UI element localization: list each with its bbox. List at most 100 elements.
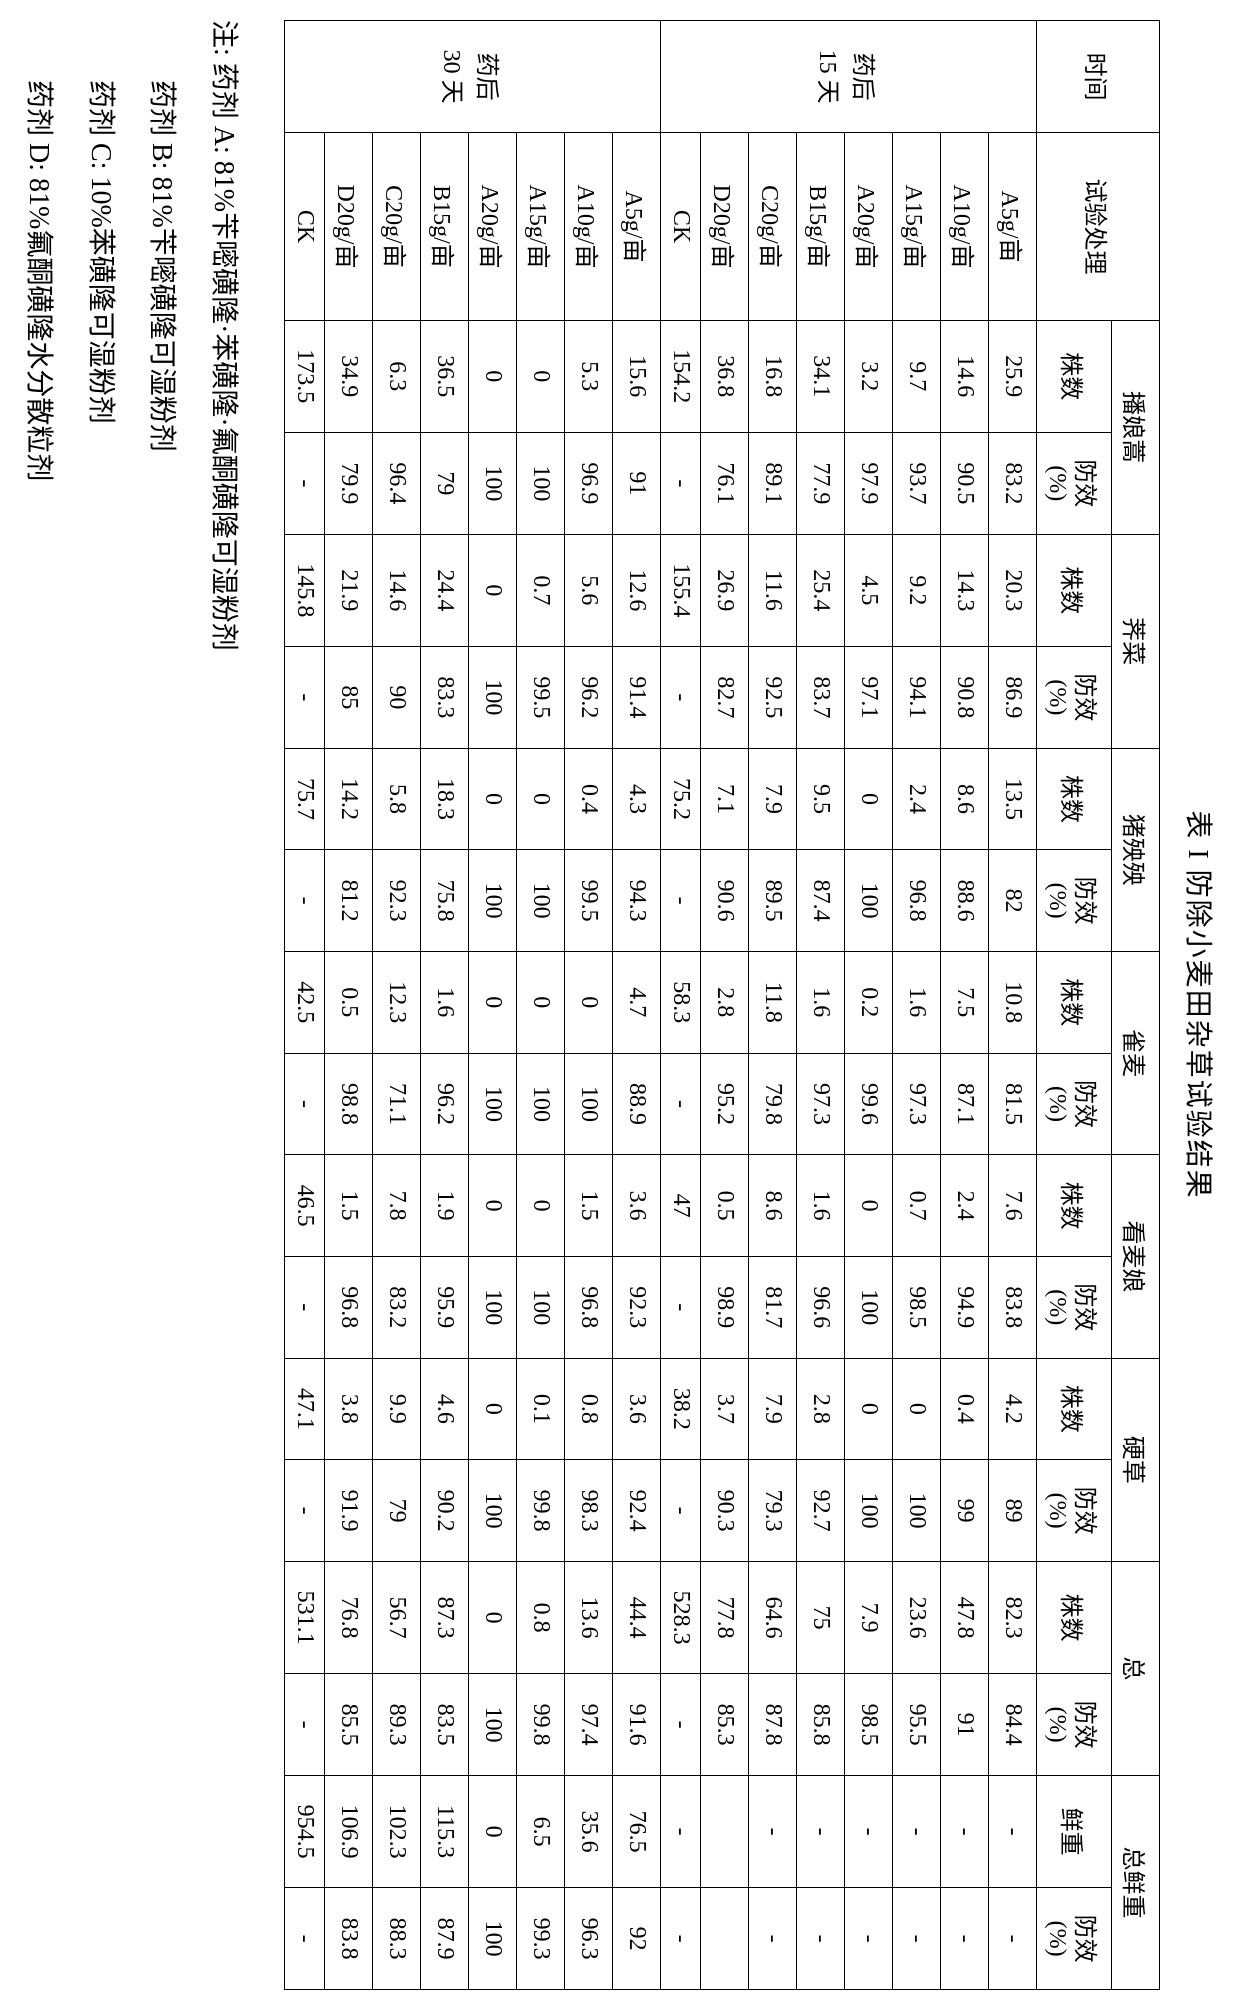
data-cell: 96.3	[565, 1888, 613, 1990]
data-cell: 89.3	[373, 1674, 421, 1776]
data-cell: 99.3	[517, 1888, 565, 1990]
sub-eff: 防效 (%)	[1037, 1674, 1112, 1776]
data-cell: 0	[893, 1358, 941, 1460]
data-cell: 531.1	[285, 1561, 325, 1673]
data-cell: -	[285, 432, 325, 534]
data-cell: -	[661, 647, 701, 749]
sub-count: 株数	[1037, 1358, 1112, 1460]
treatment-cell: A15g/亩	[893, 133, 941, 320]
data-cell: -	[845, 1775, 893, 1887]
data-cell: 85.5	[325, 1674, 373, 1776]
data-cell: 92.3	[613, 1256, 661, 1358]
data-cell: 25.9	[989, 320, 1037, 432]
data-cell: 83.2	[989, 432, 1037, 534]
data-cell: 26.9	[701, 534, 749, 646]
data-cell: 46.5	[285, 1155, 325, 1257]
treatment-cell: A5g/亩	[613, 133, 661, 320]
data-cell: 100	[469, 1256, 517, 1358]
data-cell: 0.5	[325, 951, 373, 1053]
data-cell: 100	[845, 1460, 893, 1562]
data-cell: 83.8	[325, 1888, 373, 1990]
data-cell: 100	[517, 1256, 565, 1358]
col-group-5: 硬草	[1112, 1358, 1160, 1561]
data-cell: 4.7	[613, 951, 661, 1053]
data-cell: 0	[469, 320, 517, 432]
data-cell: 47.1	[285, 1358, 325, 1460]
col-time: 时间	[1037, 21, 1160, 133]
data-cell: 14.3	[941, 534, 989, 646]
data-cell: 97.3	[893, 1053, 941, 1155]
table-row: CK154.2-155.4-75.2-58.3-47-38.2-528.3---	[661, 21, 701, 1990]
data-cell: 173.5	[285, 320, 325, 432]
sub-eff: 防效 (%)	[1037, 1053, 1112, 1155]
table-row: B15g/亩34.177.925.483.79.587.41.697.31.69…	[797, 21, 845, 1990]
data-cell: 34.9	[325, 320, 373, 432]
data-cell: 1.6	[797, 1155, 845, 1257]
data-cell: -	[989, 1775, 1037, 1887]
data-cell: 96.9	[565, 432, 613, 534]
data-cell: 36.8	[701, 320, 749, 432]
sub-count: 株数	[1037, 320, 1112, 432]
data-cell: 83.8	[989, 1256, 1037, 1358]
data-cell: 100	[469, 850, 517, 952]
data-cell: 76.5	[613, 1775, 661, 1887]
data-cell: 1.6	[797, 951, 845, 1053]
data-cell: 100	[845, 850, 893, 952]
data-cell: 100	[845, 1256, 893, 1358]
table-row: A20g/亩3.297.94.597.101000.299.6010001007…	[845, 21, 893, 1990]
data-cell: 56.7	[373, 1561, 421, 1673]
data-cell: 83.7	[797, 647, 845, 749]
table-row: A20g/亩01000100010001000100010001000100	[469, 21, 517, 1990]
data-cell: 4.3	[613, 748, 661, 850]
table-row: CK173.5-145.8-75.7-42.5-46.5-47.1-531.1-…	[285, 21, 325, 1990]
data-cell: 155.4	[661, 534, 701, 646]
data-cell: 4.2	[989, 1358, 1037, 1460]
treatment-cell: B15g/亩	[797, 133, 845, 320]
treatment-cell: CK	[661, 133, 701, 320]
data-cell: 0	[517, 320, 565, 432]
data-cell	[701, 1888, 749, 1990]
data-cell: 36.5	[421, 320, 469, 432]
data-cell: 75.7	[285, 748, 325, 850]
data-cell: 0.7	[893, 1155, 941, 1257]
table-row: B15g/亩36.57924.483.318.375.81.696.21.995…	[421, 21, 469, 1990]
data-cell: 96.8	[325, 1256, 373, 1358]
data-cell: 100	[517, 1053, 565, 1155]
sub-count: 株数	[1037, 534, 1112, 646]
data-cell: 92.4	[613, 1460, 661, 1562]
data-cell: -	[285, 1256, 325, 1358]
data-cell: -	[661, 1053, 701, 1155]
data-cell: 0	[845, 748, 893, 850]
treatment-cell: D20g/亩	[701, 133, 749, 320]
data-cell: 10.8	[989, 951, 1037, 1053]
data-cell: 95.5	[893, 1674, 941, 1776]
data-cell: 92.3	[373, 850, 421, 952]
data-cell: 11.6	[749, 534, 797, 646]
results-table: 时间 试验处理 播娘蒿 荠菜 猪殃殃 雀麦 看麦娘 硬草 总 总鲜重 株数防效 …	[284, 20, 1160, 1990]
data-cell: 13.5	[989, 748, 1037, 850]
data-cell: 99.6	[845, 1053, 893, 1155]
data-cell: 98.5	[845, 1674, 893, 1776]
data-cell: 100	[517, 432, 565, 534]
data-cell: 92	[613, 1888, 661, 1990]
data-cell: 9.9	[373, 1358, 421, 1460]
data-cell: 0	[845, 1155, 893, 1257]
data-cell: 99.8	[517, 1674, 565, 1776]
data-cell: 98.5	[893, 1256, 941, 1358]
data-cell: 3.7	[701, 1358, 749, 1460]
data-cell: 91	[613, 432, 661, 534]
data-cell: 16.8	[749, 320, 797, 432]
data-cell: 95.9	[421, 1256, 469, 1358]
data-cell: 0	[469, 951, 517, 1053]
treatment-cell: A20g/亩	[845, 133, 893, 320]
data-cell: 100	[469, 1674, 517, 1776]
data-cell: 87.1	[941, 1053, 989, 1155]
data-cell: 86.9	[989, 647, 1037, 749]
data-cell: 6.3	[373, 320, 421, 432]
data-cell: 88.6	[941, 850, 989, 952]
data-cell: 81.5	[989, 1053, 1037, 1155]
data-cell: 154.2	[661, 320, 701, 432]
data-cell: 58.3	[661, 951, 701, 1053]
data-cell: 91.9	[325, 1460, 373, 1562]
data-cell: 94.3	[613, 850, 661, 952]
